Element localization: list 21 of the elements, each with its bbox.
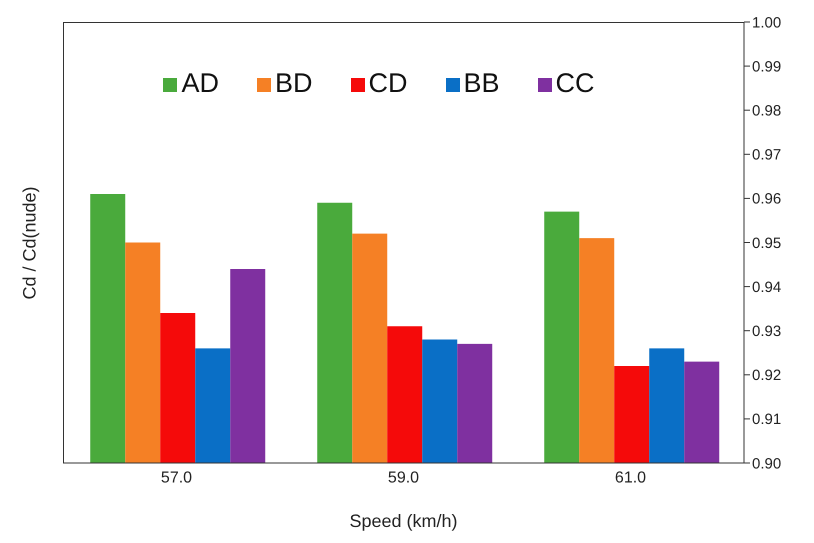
y-tick-label: 0.98 bbox=[752, 102, 782, 120]
y-tick-label: 0.99 bbox=[752, 58, 782, 76]
legend-label: BB bbox=[464, 68, 500, 98]
y-tick-label: 0.96 bbox=[752, 190, 782, 208]
legend-label: CD bbox=[368, 68, 408, 98]
y-tick-label: 1.00 bbox=[752, 14, 782, 32]
x-tick-label: 61.0 bbox=[614, 469, 646, 486]
legend-label: BD bbox=[274, 68, 312, 98]
y-tick-label: 0.93 bbox=[752, 323, 782, 340]
x-tick-label: 57.0 bbox=[160, 469, 192, 486]
legend-label: AD bbox=[181, 68, 219, 98]
y-tick-label: 0.97 bbox=[752, 146, 782, 164]
y-tick-label: 0.95 bbox=[752, 234, 782, 252]
y-tick-label: 0.90 bbox=[752, 455, 782, 472]
y-tick-label: 0.91 bbox=[752, 411, 782, 428]
x-axis-title: Speed (km/h) bbox=[349, 511, 458, 531]
y-tick-label: 0.94 bbox=[752, 278, 782, 296]
y-tick-label: 0.92 bbox=[752, 367, 782, 384]
x-tick-label: 59.0 bbox=[388, 469, 420, 486]
y-axis-title: Cd / Cd(nude) bbox=[20, 186, 40, 300]
legend-label: CC bbox=[556, 68, 595, 98]
